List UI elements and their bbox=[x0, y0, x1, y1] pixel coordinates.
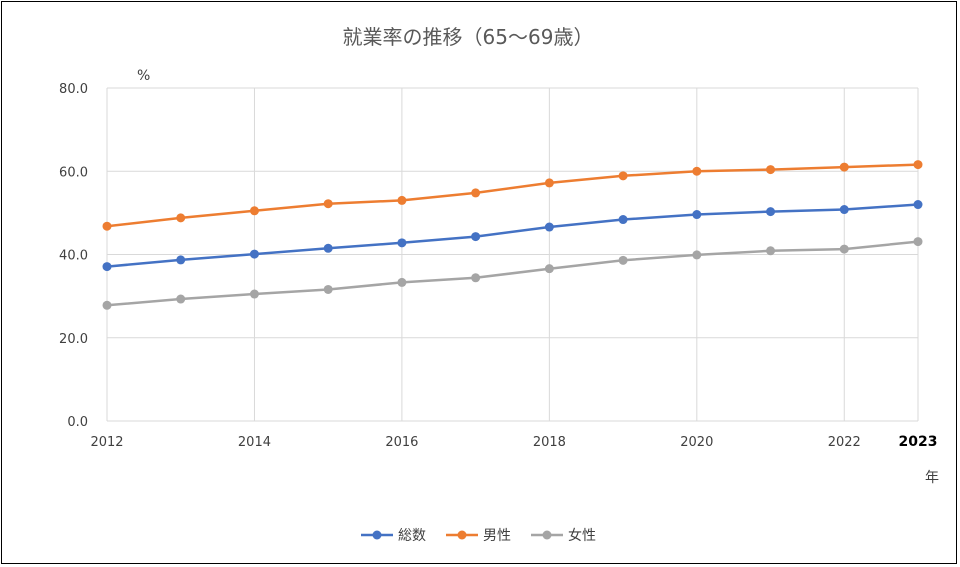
x-tick-label: 2020 bbox=[680, 435, 713, 450]
data-point-1 bbox=[102, 221, 112, 231]
data-point-0 bbox=[544, 222, 554, 232]
y-axis-ticks: 0.0 20.0 40.0 60.0 80.0 bbox=[59, 82, 88, 430]
x-axis-ticks: 2012 2014 2016 2018 2020 2022 2023 bbox=[90, 434, 937, 450]
legend-item-female: 女性 bbox=[531, 527, 596, 544]
legend-marker bbox=[542, 530, 552, 540]
data-point-2 bbox=[618, 255, 628, 265]
data-point-1 bbox=[913, 160, 923, 170]
x-tick-label: 2018 bbox=[533, 435, 566, 450]
series-line-1 bbox=[106, 163, 919, 228]
data-point-2 bbox=[471, 273, 481, 283]
gridlines bbox=[106, 87, 919, 422]
data-point-0 bbox=[766, 207, 776, 217]
y-tick-label: 60.0 bbox=[59, 165, 88, 180]
data-point-1 bbox=[544, 178, 554, 188]
x-tick-label: 2022 bbox=[828, 435, 861, 450]
data-point-1 bbox=[249, 206, 259, 216]
series-line-2 bbox=[106, 240, 919, 307]
data-point-1 bbox=[323, 199, 333, 209]
series-line-0 bbox=[106, 203, 919, 268]
data-point-1 bbox=[176, 213, 186, 223]
data-point-0 bbox=[323, 243, 333, 253]
data-point-2 bbox=[544, 264, 554, 274]
data-point-0 bbox=[249, 249, 259, 259]
data-point-0 bbox=[471, 232, 481, 242]
data-point-2 bbox=[913, 237, 923, 247]
legend-label: 男性 bbox=[483, 528, 511, 544]
y-tick-label: 0.0 bbox=[67, 415, 88, 430]
data-point-1 bbox=[692, 166, 702, 176]
legend-label: 女性 bbox=[568, 527, 596, 544]
data-point-2 bbox=[692, 250, 702, 260]
data-point-0 bbox=[176, 255, 186, 265]
x-tick-label: 2012 bbox=[90, 435, 123, 450]
data-point-0 bbox=[692, 210, 702, 220]
data-point-0 bbox=[839, 205, 849, 215]
data-point-1 bbox=[839, 162, 849, 172]
y-tick-label: 20.0 bbox=[59, 332, 88, 347]
x-axis-unit: 年 bbox=[925, 470, 939, 486]
legend-marker bbox=[372, 530, 382, 540]
x-tick-label: 2023 bbox=[899, 434, 938, 450]
data-point-2 bbox=[323, 284, 333, 294]
chart-title: 就業率の推移（65～69歳） bbox=[343, 25, 594, 49]
data-point-0 bbox=[102, 262, 112, 272]
series-group bbox=[102, 160, 923, 310]
legend-label: 総数 bbox=[398, 528, 426, 544]
legend-item-total: 総数 bbox=[361, 528, 426, 544]
data-point-0 bbox=[913, 200, 923, 210]
data-point-2 bbox=[766, 246, 776, 256]
data-point-1 bbox=[766, 165, 776, 175]
y-axis-unit: % bbox=[137, 68, 150, 84]
data-point-0 bbox=[397, 238, 407, 248]
x-tick-label: 2016 bbox=[385, 435, 418, 450]
data-point-2 bbox=[176, 294, 186, 304]
x-tick-label: 2014 bbox=[238, 435, 271, 450]
y-tick-label: 40.0 bbox=[59, 249, 88, 264]
data-point-2 bbox=[839, 244, 849, 254]
data-point-2 bbox=[102, 300, 112, 310]
data-point-1 bbox=[471, 188, 481, 198]
data-point-2 bbox=[397, 277, 407, 287]
data-point-2 bbox=[249, 289, 259, 299]
y-tick-label: 80.0 bbox=[59, 82, 88, 97]
legend-marker bbox=[457, 530, 467, 540]
data-point-1 bbox=[618, 171, 628, 181]
data-point-1 bbox=[397, 195, 407, 205]
legend: 総数 男性 女性 bbox=[361, 527, 596, 544]
data-point-0 bbox=[618, 215, 628, 225]
legend-item-male: 男性 bbox=[446, 528, 511, 544]
